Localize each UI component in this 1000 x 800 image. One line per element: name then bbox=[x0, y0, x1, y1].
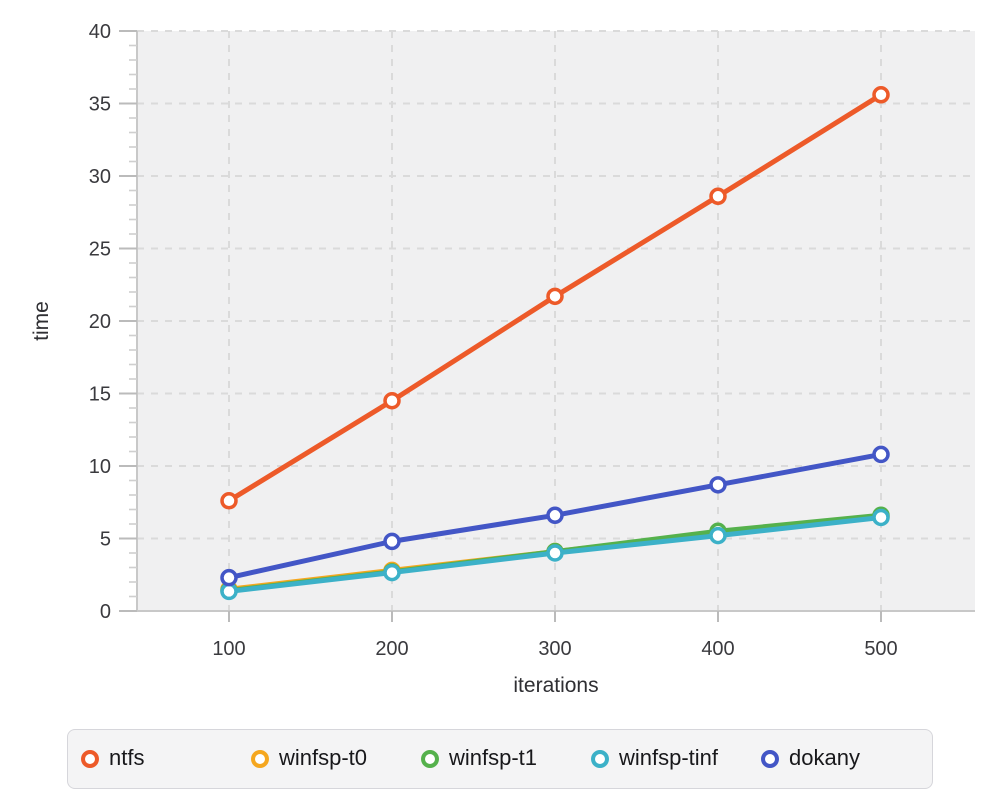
legend-label: ntfs bbox=[109, 745, 145, 770]
legend-label: dokany bbox=[789, 745, 860, 770]
y-tick-label: 5 bbox=[100, 529, 111, 551]
y-tick-label: 20 bbox=[89, 311, 111, 333]
legend-marker-icon bbox=[81, 750, 99, 768]
x-axis-title: iterations bbox=[513, 674, 598, 697]
legend: ntfs winfsp-t0 winfsp-t1 winfsp-tinf dokany bbox=[67, 729, 933, 789]
legend-marker-icon bbox=[421, 750, 439, 768]
legend-label: winfsp-t0 bbox=[279, 745, 368, 770]
data-point-ntfs-300 bbox=[546, 287, 564, 306]
legend-item-dokany[interactable]: dokany bbox=[748, 747, 860, 771]
y-tick-label: 30 bbox=[89, 166, 111, 188]
y-axis-title: time bbox=[30, 301, 53, 341]
y-tick-label: 0 bbox=[100, 601, 111, 623]
x-tick-label: 200 bbox=[375, 638, 408, 660]
y-tick-label: 10 bbox=[89, 456, 111, 478]
legend-marker-icon bbox=[761, 750, 779, 768]
data-point-winfsp-tinf-200 bbox=[383, 563, 401, 582]
legend-marker-icon bbox=[591, 750, 609, 768]
data-point-ntfs-500 bbox=[872, 86, 890, 104]
y-tick-label: 25 bbox=[89, 239, 111, 261]
data-point-winfsp-tinf-100 bbox=[220, 582, 238, 601]
x-tick-label: 400 bbox=[701, 638, 734, 660]
legend-item-winfsp-t0[interactable]: winfsp-t0 bbox=[238, 747, 408, 771]
data-point-winfsp-tinf-500 bbox=[872, 508, 890, 527]
legend-item-ntfs[interactable]: ntfs bbox=[68, 747, 238, 771]
plot-area: 0 5 10 15 20 25 30 35 40 100 200 300 400 500 time ite… bbox=[30, 21, 975, 697]
data-point-winfsp-tinf-400 bbox=[709, 526, 727, 545]
legend-marker-icon bbox=[251, 750, 269, 768]
x-tick-label: 500 bbox=[864, 638, 897, 660]
legend-label: winfsp-t1 bbox=[449, 745, 538, 770]
data-point-winfsp-tinf-300 bbox=[546, 544, 564, 562]
data-point-dokany-100 bbox=[220, 568, 238, 587]
y-tick-label: 35 bbox=[89, 94, 111, 116]
data-point-ntfs-400 bbox=[709, 187, 727, 206]
legend-item-winfsp-tinf[interactable]: winfsp-tinf bbox=[578, 747, 748, 771]
x-tick-label: 100 bbox=[212, 638, 245, 660]
data-point-ntfs-100 bbox=[220, 492, 238, 510]
data-point-ntfs-200 bbox=[383, 392, 401, 410]
data-point-dokany-500 bbox=[872, 445, 890, 464]
legend-item-winfsp-t1[interactable]: winfsp-t1 bbox=[408, 747, 578, 771]
y-tick-label: 15 bbox=[89, 384, 111, 406]
x-tick-label: 300 bbox=[538, 638, 571, 660]
data-point-dokany-300 bbox=[546, 506, 564, 525]
data-point-dokany-400 bbox=[709, 476, 727, 494]
y-tick-label: 40 bbox=[89, 21, 111, 43]
data-point-dokany-200 bbox=[383, 532, 401, 551]
legend-label: winfsp-tinf bbox=[619, 745, 719, 770]
